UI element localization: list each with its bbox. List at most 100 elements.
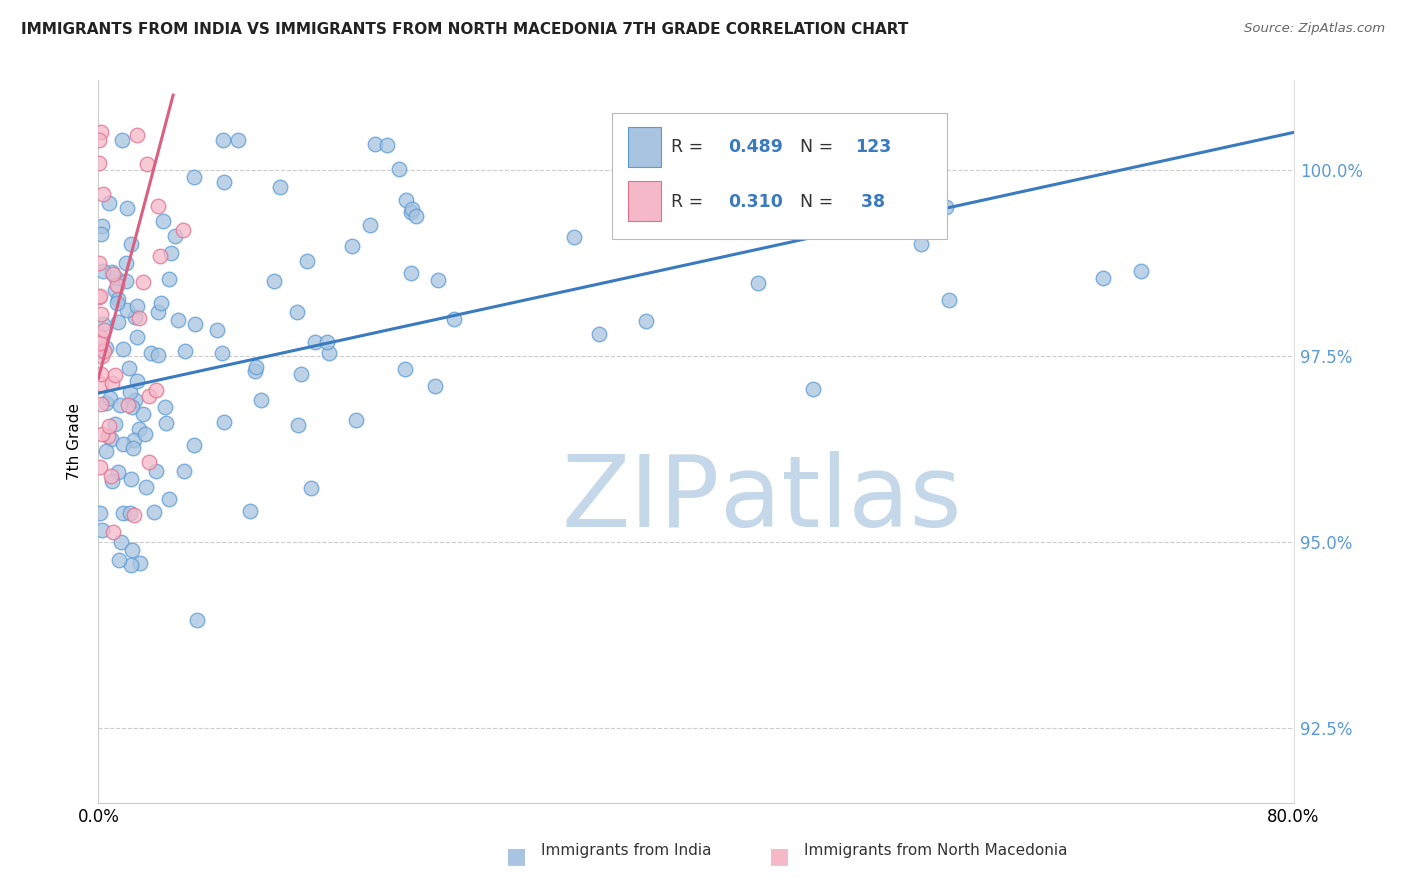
Point — [359, 219, 381, 233]
Point — [129, 556, 152, 570]
Point — [91, 317, 114, 331]
Point — [89, 155, 111, 169]
Point — [122, 433, 145, 447]
Text: N =: N = — [800, 137, 839, 156]
Point — [93, 264, 115, 278]
Point — [562, 230, 585, 244]
Point — [94, 444, 117, 458]
Point — [89, 288, 111, 302]
Point — [90, 349, 112, 363]
Point — [89, 133, 111, 147]
Text: Immigrants from North Macedonia: Immigrants from North Macedonia — [804, 843, 1067, 857]
Point — [112, 342, 135, 356]
Text: R =: R = — [671, 137, 709, 156]
Point — [91, 523, 114, 537]
Point — [93, 323, 115, 337]
Point — [186, 613, 208, 627]
Point — [110, 398, 132, 412]
Point — [675, 214, 697, 228]
Point — [94, 341, 117, 355]
Point — [127, 128, 149, 142]
Text: 0.310: 0.310 — [728, 193, 783, 211]
Point — [344, 413, 367, 427]
Point — [172, 223, 194, 237]
Text: atlas: atlas — [720, 450, 962, 548]
Point — [893, 204, 915, 219]
Point — [315, 335, 337, 350]
Point — [90, 377, 112, 392]
Point — [228, 133, 250, 147]
Point — [149, 296, 172, 310]
Point — [105, 277, 128, 292]
Point — [101, 265, 124, 279]
Point — [101, 524, 124, 539]
Point — [318, 346, 340, 360]
Point — [148, 348, 170, 362]
Point — [211, 133, 233, 147]
Point — [136, 157, 159, 171]
Point — [127, 299, 149, 313]
Point — [89, 344, 111, 359]
Bar — [628, 181, 661, 221]
Point — [160, 245, 183, 260]
Point — [90, 396, 112, 410]
Point — [269, 179, 291, 194]
Point — [124, 310, 146, 325]
FancyBboxPatch shape — [613, 112, 948, 239]
Point — [634, 314, 657, 328]
Point — [287, 418, 309, 433]
Point — [405, 210, 427, 224]
Point — [342, 238, 364, 252]
Point — [173, 464, 195, 478]
Point — [766, 133, 789, 147]
Point — [107, 315, 129, 329]
Point — [89, 336, 111, 351]
Y-axis label: 7th Grade: 7th Grade — [67, 403, 83, 480]
Point — [89, 256, 111, 270]
Text: Immigrants from India: Immigrants from India — [541, 843, 711, 857]
Point — [117, 361, 139, 376]
Point — [1129, 264, 1152, 278]
Text: 38: 38 — [855, 193, 884, 211]
Point — [377, 138, 399, 153]
Point — [245, 359, 267, 374]
Point — [148, 249, 170, 263]
Point — [89, 290, 111, 304]
Point — [139, 346, 162, 360]
Point — [1091, 271, 1114, 285]
Point — [285, 305, 308, 319]
Point — [104, 417, 127, 431]
Point — [108, 553, 131, 567]
Point — [120, 237, 142, 252]
Point — [100, 432, 122, 446]
Point — [399, 266, 422, 280]
Point — [100, 391, 122, 405]
Text: Source: ZipAtlas.com: Source: ZipAtlas.com — [1244, 22, 1385, 36]
Point — [117, 398, 139, 412]
Text: 123: 123 — [855, 137, 891, 156]
Point — [101, 376, 124, 390]
Point — [90, 125, 112, 139]
Point — [110, 535, 132, 549]
Point — [239, 504, 262, 518]
Point — [124, 393, 146, 408]
Point — [394, 362, 416, 376]
Point — [115, 201, 138, 215]
Point — [138, 389, 160, 403]
Point — [118, 506, 141, 520]
Point — [394, 193, 416, 207]
Point — [138, 455, 160, 469]
Point — [304, 335, 326, 350]
Point — [427, 273, 450, 287]
Point — [364, 136, 387, 151]
Point — [146, 199, 169, 213]
Point — [250, 393, 273, 408]
Point — [89, 506, 111, 520]
Point — [443, 311, 465, 326]
Point — [299, 481, 322, 495]
Point — [128, 422, 150, 436]
Point — [183, 317, 205, 331]
Point — [105, 271, 128, 285]
Point — [211, 346, 233, 360]
Point — [131, 275, 153, 289]
